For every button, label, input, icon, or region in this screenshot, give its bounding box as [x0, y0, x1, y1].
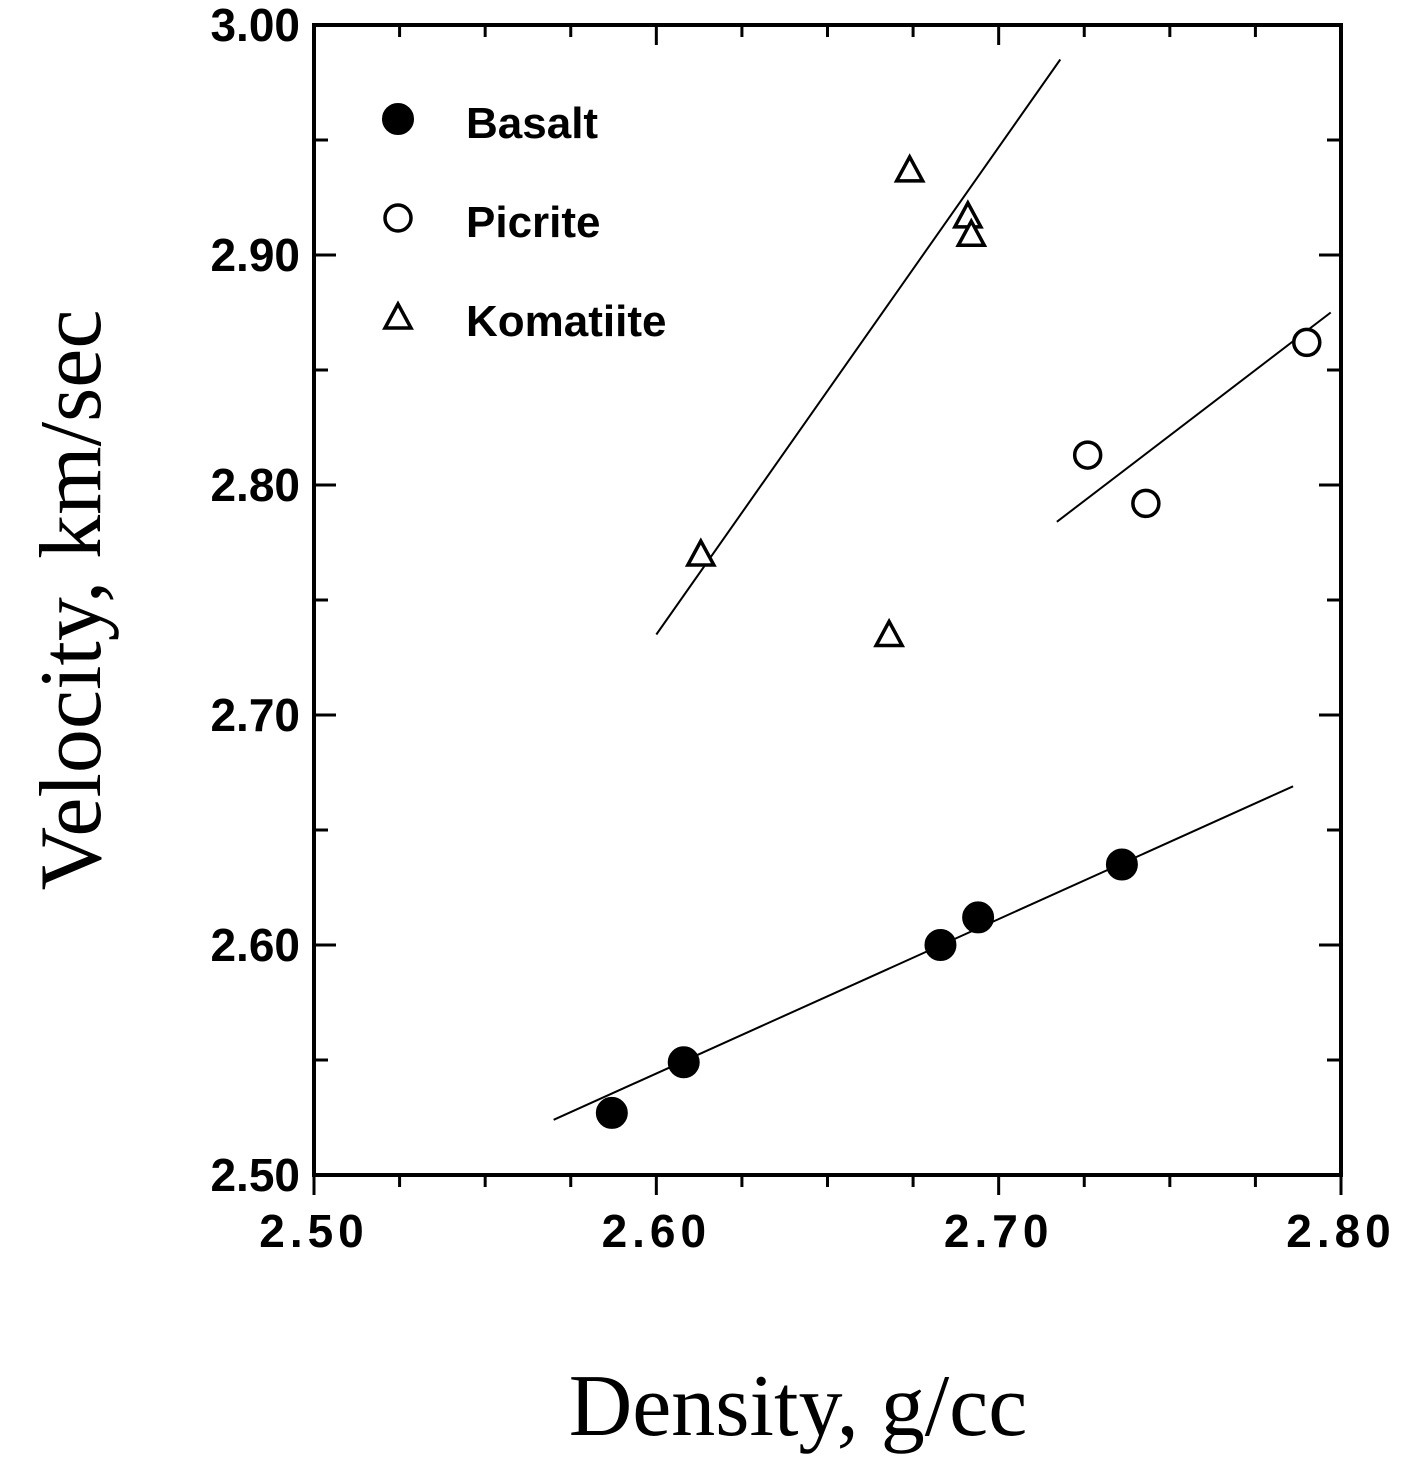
- komatiite-point: [951, 199, 984, 229]
- y-tick-label: 2.70: [210, 689, 300, 741]
- y-tick-label: 2.80: [210, 459, 300, 511]
- basalt-legend-marker: [382, 103, 414, 135]
- y-axis-title: Velocity, km/sec: [23, 310, 120, 891]
- komatiite-point: [684, 537, 717, 567]
- x-tick-label: 2.70: [944, 1205, 1054, 1257]
- legend: Basalt Picrite Komatiite: [382, 99, 666, 346]
- basalt-point: [1105, 848, 1138, 881]
- basalt-point: [595, 1096, 628, 1129]
- komatiite-legend-label: Komatiite: [466, 297, 666, 346]
- basalt-legend-label: Basalt: [466, 99, 598, 148]
- data-points: [595, 153, 1322, 1129]
- basalt-point: [962, 901, 995, 934]
- y-tick-label: 2.50: [210, 1149, 300, 1201]
- picrite-legend-marker: [383, 203, 413, 233]
- x-axis-title: Density, g/cc: [569, 1358, 1028, 1455]
- komatiite-point: [873, 617, 906, 648]
- basalt-point: [924, 929, 957, 961]
- y-tick-label: 3.00: [210, 0, 300, 51]
- x-tick-label: 2.80: [1286, 1205, 1396, 1257]
- picrite-fit-line: [1056, 311, 1332, 523]
- komatiite-point: [893, 153, 926, 183]
- x-tick-label: 2.50: [259, 1205, 369, 1257]
- basalt-fit-line: [553, 785, 1294, 1121]
- komatiite-point: [955, 217, 988, 248]
- picrite-legend-label: Picrite: [466, 198, 601, 247]
- y-tick-label: 2.90: [210, 229, 300, 281]
- y-tick-label: 2.60: [210, 919, 300, 971]
- komatiite-legend-marker: [382, 300, 414, 330]
- picrite-point: [1072, 440, 1103, 470]
- x-tick-label: 2.60: [602, 1205, 712, 1257]
- basalt-point: [667, 1046, 700, 1079]
- picrite-point: [1131, 488, 1161, 519]
- komatiite-fit-line: [655, 58, 1062, 636]
- axis-ticks: 2.50 2.60 2.70 2.80 2.90 3.00 2.50 2.60 2.70 2.80: [210, 0, 1396, 1257]
- picrite-point: [1292, 327, 1322, 358]
